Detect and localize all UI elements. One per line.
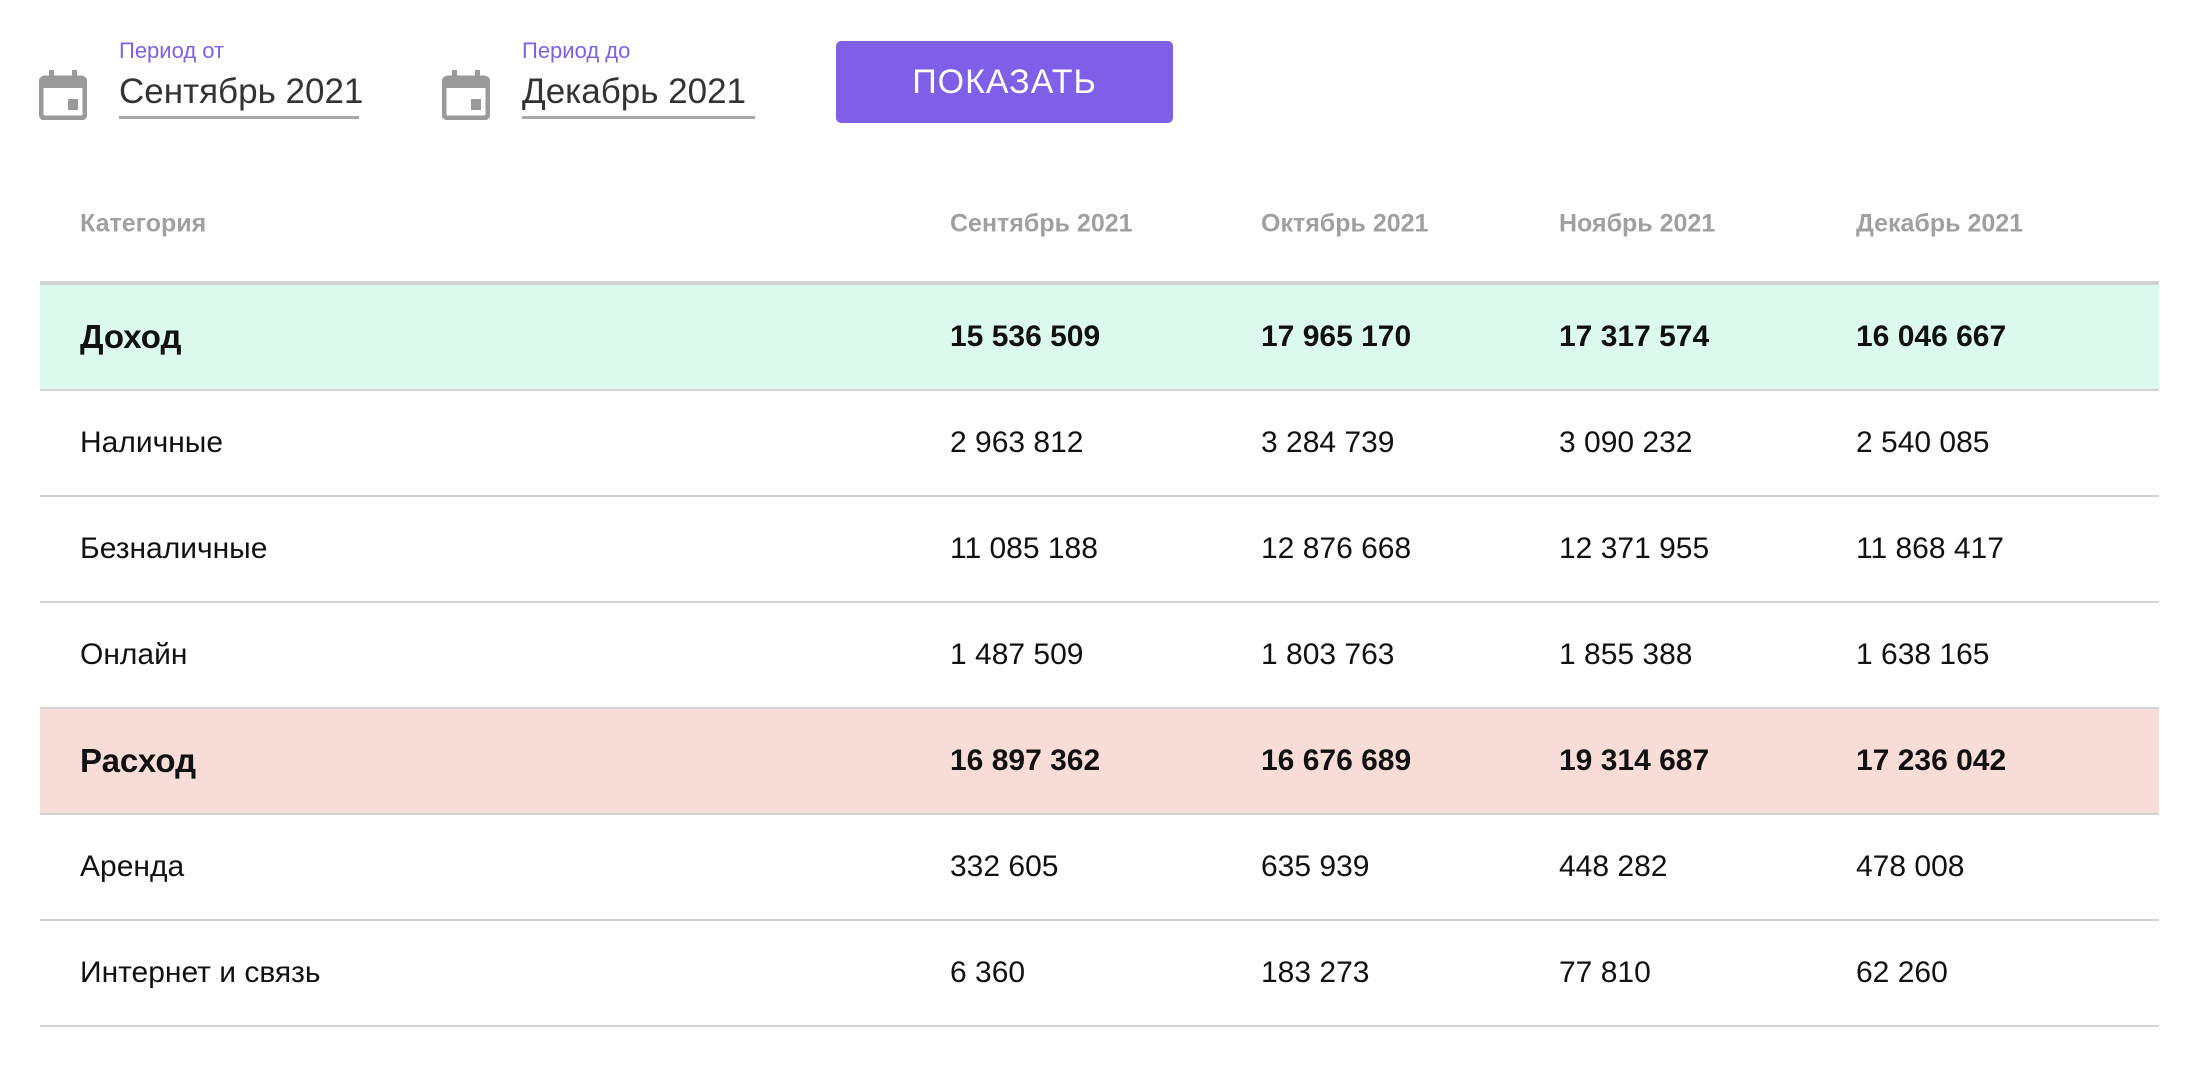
amount-cell: 6 360	[950, 956, 1026, 989]
table-row: Наличные 2 963 812 3 284 739 3 090 232 2 540…	[40, 391, 2159, 497]
show-button[interactable]: ПОКАЗАТЬ	[836, 41, 1173, 123]
amount-cell: 12 876 668	[1261, 532, 1412, 565]
table-row: Интернет и связь 6 360 183 273 77 810 62 260	[40, 921, 2159, 1027]
amount-cell: 17 965 170	[1261, 320, 1412, 353]
period-to-input[interactable]: Декабрь 2021	[522, 72, 755, 119]
period-from-input[interactable]: Сентябрь 2021	[119, 72, 363, 119]
amount-cell: 62 260	[1856, 956, 1948, 989]
amount-cell: 2 540 085	[1856, 426, 1990, 459]
header-month: Сентябрь 2021	[950, 209, 1133, 238]
period-to-label: Период до	[522, 38, 631, 63]
amount-cell: 11 868 417	[1856, 532, 2004, 565]
header-month: Ноябрь 2021	[1559, 209, 1716, 238]
category-cell: Доход	[80, 318, 182, 355]
amount-cell: 183 273	[1261, 956, 1370, 989]
amount-cell: 3 284 739	[1261, 426, 1395, 459]
income-total-row: Доход 15 536 509 17 965 170 17 317 574 16 04…	[40, 283, 2159, 391]
amount-cell: 16 046 667	[1856, 320, 2007, 353]
amount-cell: 478 008	[1856, 850, 1965, 883]
amount-cell: 1 803 763	[1261, 638, 1395, 671]
category-cell: Онлайн	[80, 638, 188, 671]
amount-cell: 1 855 388	[1559, 638, 1693, 671]
period-from-label: Период от	[119, 38, 225, 63]
table-header: Категория Сентябрь 2021 Октябрь 2021 Ноя…	[40, 180, 2159, 283]
amount-cell: 16 676 689	[1261, 744, 1412, 777]
header-month: Октябрь 2021	[1261, 209, 1429, 238]
amount-cell: 1 487 509	[950, 638, 1084, 671]
amount-cell: 15 536 509	[950, 320, 1101, 353]
category-cell: Аренда	[80, 850, 185, 883]
amount-cell: 3 090 232	[1559, 426, 1693, 459]
amount-cell: 448 282	[1559, 850, 1668, 883]
category-cell: Безналичные	[80, 532, 268, 565]
category-cell: Расход	[80, 742, 197, 779]
amount-cell: 17 236 042	[1856, 744, 2007, 777]
amount-cell: 77 810	[1559, 956, 1651, 989]
table-row: Аренда 332 605 635 939 448 282 478 008	[40, 815, 2159, 921]
amount-cell: 1 638 165	[1856, 638, 1990, 671]
header-category: Категория	[80, 209, 207, 238]
amount-cell: 11 085 188	[950, 532, 1098, 565]
amount-cell: 16 897 362	[950, 744, 1101, 777]
expense-total-row: Расход 16 897 362 16 676 689 19 314 687 17 2…	[40, 709, 2159, 815]
amount-cell: 19 314 687	[1559, 744, 1710, 777]
calendar-icon[interactable]	[442, 70, 490, 120]
category-cell: Интернет и связь	[80, 956, 321, 989]
report-table: Категория Сентябрь 2021 Октябрь 2021 Ноя…	[40, 180, 2159, 1027]
table-row: Безналичные 11 085 188 12 876 668 12 371 95…	[40, 497, 2159, 603]
calendar-icon[interactable]	[39, 70, 87, 120]
header-month: Декабрь 2021	[1856, 209, 2024, 238]
category-cell: Наличные	[80, 426, 224, 459]
amount-cell: 17 317 574	[1559, 320, 1710, 353]
table-row: Онлайн 1 487 509 1 803 763 1 855 388 1 638 1…	[40, 603, 2159, 709]
amount-cell: 635 939	[1261, 850, 1370, 883]
amount-cell: 12 371 955	[1559, 532, 1710, 565]
amount-cell: 332 605	[950, 850, 1059, 883]
amount-cell: 2 963 812	[950, 426, 1084, 459]
